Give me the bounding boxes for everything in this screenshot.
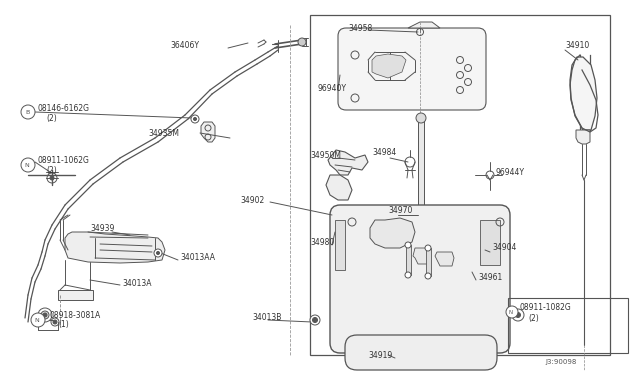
Bar: [418, 118, 424, 283]
Circle shape: [21, 105, 35, 119]
Text: 34935M: 34935M: [148, 128, 179, 138]
Circle shape: [191, 115, 199, 123]
Text: 34984: 34984: [372, 148, 396, 157]
Text: B: B: [25, 109, 29, 115]
Text: 34013A: 34013A: [122, 279, 152, 288]
Text: 08146-6162G: 08146-6162G: [38, 103, 90, 112]
Text: N: N: [509, 310, 513, 314]
Text: 34958: 34958: [348, 23, 372, 32]
Circle shape: [416, 113, 426, 123]
Polygon shape: [413, 248, 430, 264]
Circle shape: [43, 313, 47, 317]
Text: 34950M: 34950M: [310, 151, 341, 160]
FancyBboxPatch shape: [345, 335, 497, 370]
Bar: [426, 248, 431, 276]
Text: 96940Y: 96940Y: [318, 83, 347, 93]
Circle shape: [312, 317, 317, 323]
Text: 96944Y: 96944Y: [495, 167, 524, 176]
Circle shape: [405, 242, 411, 248]
Polygon shape: [408, 22, 440, 28]
Text: 34013B: 34013B: [252, 314, 282, 323]
Polygon shape: [480, 220, 500, 265]
Circle shape: [154, 249, 162, 257]
Text: 34961: 34961: [478, 273, 502, 282]
Circle shape: [405, 272, 411, 278]
Circle shape: [425, 273, 431, 279]
Text: 34939: 34939: [90, 224, 115, 232]
Text: (2): (2): [46, 113, 57, 122]
Text: 34980: 34980: [310, 237, 334, 247]
Circle shape: [298, 38, 306, 46]
Circle shape: [21, 158, 35, 172]
Text: J3:90098: J3:90098: [545, 359, 577, 365]
Bar: [310, 15, 610, 355]
Circle shape: [53, 320, 57, 324]
Polygon shape: [201, 122, 215, 142]
Circle shape: [41, 311, 49, 319]
FancyBboxPatch shape: [330, 205, 510, 353]
Text: 34013AA: 34013AA: [180, 253, 215, 263]
Bar: [58, 290, 93, 300]
Bar: [406, 245, 411, 275]
Text: 34970: 34970: [388, 205, 412, 215]
Polygon shape: [370, 218, 415, 248]
Text: 08911-1082G: 08911-1082G: [520, 304, 572, 312]
Circle shape: [157, 251, 159, 254]
Circle shape: [38, 308, 52, 322]
Circle shape: [50, 176, 54, 180]
Circle shape: [193, 118, 196, 121]
Text: (2): (2): [528, 314, 539, 323]
Polygon shape: [435, 252, 454, 266]
Text: (1): (1): [58, 321, 68, 330]
Polygon shape: [576, 130, 590, 144]
Polygon shape: [335, 220, 345, 270]
Text: 34910: 34910: [565, 41, 589, 49]
Text: N: N: [24, 163, 29, 167]
Circle shape: [506, 306, 518, 318]
Polygon shape: [372, 54, 406, 78]
Polygon shape: [570, 57, 597, 130]
Text: 34919: 34919: [368, 350, 392, 359]
Text: 34904: 34904: [492, 244, 516, 253]
Polygon shape: [65, 232, 165, 263]
Bar: [508, 298, 628, 353]
Text: 36406Y: 36406Y: [170, 41, 199, 49]
Text: 08918-3081A: 08918-3081A: [50, 311, 101, 320]
Circle shape: [310, 315, 320, 325]
Circle shape: [425, 245, 431, 251]
Polygon shape: [328, 150, 368, 175]
Polygon shape: [326, 175, 352, 200]
Text: (2): (2): [46, 166, 57, 174]
Text: 08911-1062G: 08911-1062G: [38, 155, 90, 164]
FancyBboxPatch shape: [338, 28, 486, 110]
Circle shape: [512, 309, 524, 321]
Text: N: N: [35, 317, 40, 323]
Text: 34902: 34902: [240, 196, 264, 205]
Circle shape: [31, 313, 45, 327]
Circle shape: [515, 312, 520, 317]
